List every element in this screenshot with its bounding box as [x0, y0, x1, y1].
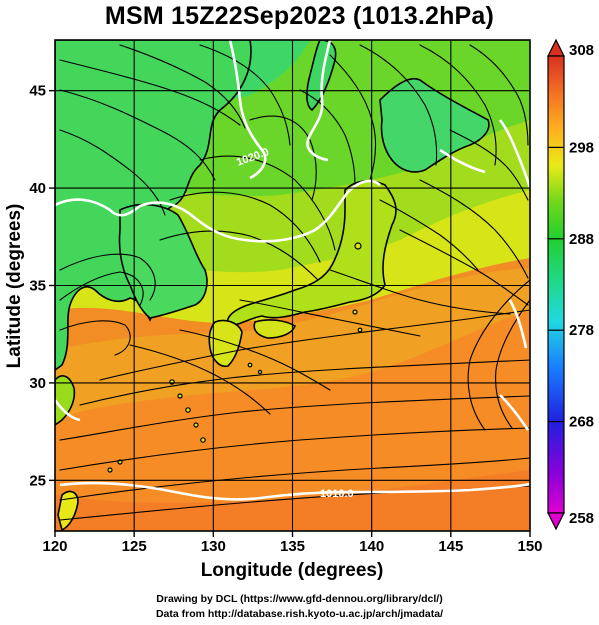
y-tick-label: 45 [29, 83, 46, 100]
map-title: MSM 15Z22Sep2023 (1013.2hPa) [104, 2, 495, 30]
y-axis-label: Latitude (degrees) [4, 204, 25, 369]
x-tick-label: 145 [438, 538, 463, 555]
colorbar-tick-label: 308 [569, 42, 594, 59]
x-tick-label: 140 [359, 538, 384, 555]
x-tick-label: 120 [42, 538, 67, 555]
colorbar-tick-label: 288 [569, 231, 594, 248]
x-tick-label: 150 [517, 538, 542, 555]
y-tick-label: 25 [29, 472, 46, 489]
pressure-contours [55, 40, 530, 501]
x-axis-label: Longitude (degrees) [201, 560, 384, 581]
colorbar-scale [547, 55, 565, 514]
colorbar-ticks: 258 268 278 288 298 308 [548, 42, 594, 527]
y-tick-label: 40 [29, 180, 46, 197]
colorbar-tick-label: 278 [569, 322, 594, 339]
x-tick-labels: 120 125 130 135 140 145 150 [42, 531, 543, 555]
colorbar-top-arrow [547, 38, 565, 57]
colorbar-tick-label: 258 [569, 510, 594, 527]
x-tick-label: 125 [122, 538, 147, 555]
contour-label-1010: 1010.0 [320, 488, 354, 500]
land-masses [55, 40, 490, 531]
island-chain [107, 242, 363, 473]
colorbar-bottom-arrow [547, 512, 565, 531]
y-tick-label: 35 [29, 278, 46, 295]
colorbar-tick-label: 298 [569, 139, 594, 156]
colorbar-tick-label: 268 [569, 414, 594, 431]
map-gridlines [55, 40, 530, 531]
colorbar: 258 268 278 288 298 308 [547, 38, 594, 531]
credit-data: Data from http://database.rish.kyoto-u.a… [155, 608, 444, 620]
x-tick-label: 135 [280, 538, 305, 555]
credit-drawing: Drawing by DCL (https://www.gfd-dennou.o… [156, 593, 443, 605]
x-tick-label: 130 [201, 538, 226, 555]
y-tick-label: 30 [29, 375, 46, 392]
y-tick-labels: 25 30 35 40 45 [29, 83, 55, 489]
